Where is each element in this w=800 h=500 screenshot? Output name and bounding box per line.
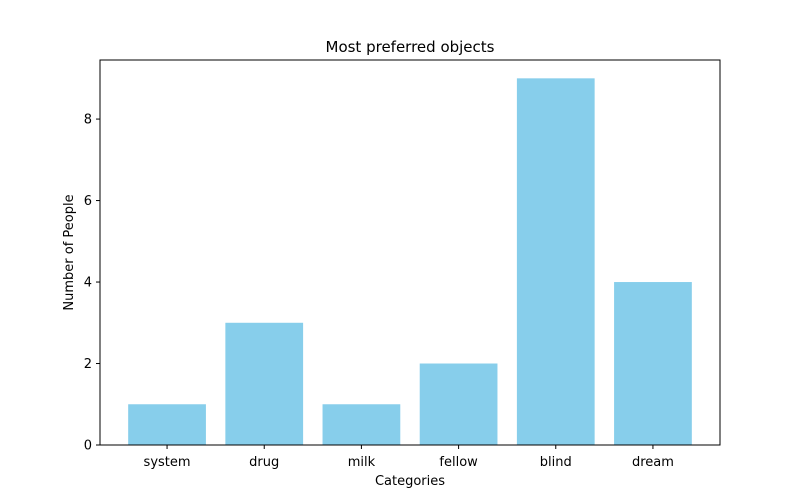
y-tick-label-8: 8 <box>84 113 92 128</box>
bar-milk <box>322 404 401 445</box>
y-tick-label-0: 0 <box>84 439 92 454</box>
y-tick-label-6: 6 <box>84 194 92 209</box>
x-axis-label: Categories <box>375 474 445 489</box>
bar-drug <box>225 322 304 445</box>
x-tick-label-blind: blind <box>540 455 572 470</box>
y-axis-label: Number of People <box>62 194 77 310</box>
plot-frame <box>99 59 721 446</box>
x-tick-label-milk: milk <box>348 455 376 470</box>
bar-blind <box>516 78 595 445</box>
bars-group <box>128 78 692 445</box>
bar-dream <box>614 282 692 445</box>
x-tick-label-dream: dream <box>632 455 674 470</box>
y-axis-ticks: 0 2 4 6 8 <box>84 113 100 454</box>
x-axis-ticks: system drug milk fellow blind dream <box>144 445 674 470</box>
x-tick-label-system: system <box>144 455 191 470</box>
chart-title: Most preferred objects <box>326 38 495 56</box>
bar-system <box>128 404 206 445</box>
x-tick-label-fellow: fellow <box>439 455 478 470</box>
y-tick-label-2: 2 <box>84 357 92 372</box>
x-tick-label-drug: drug <box>249 455 279 470</box>
bar-fellow <box>419 363 498 445</box>
y-tick-label-4: 4 <box>84 276 92 291</box>
